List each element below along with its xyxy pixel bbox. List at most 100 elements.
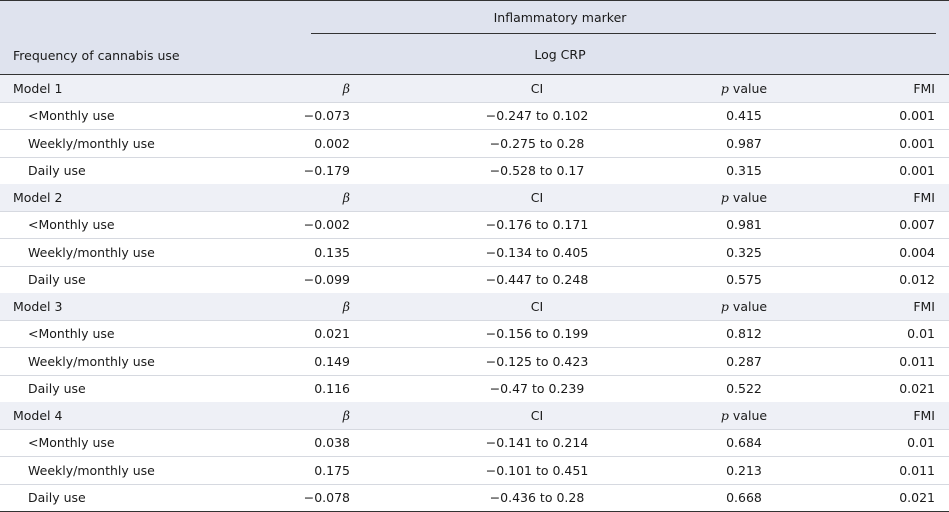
beta-value: 0.038 <box>314 435 350 451</box>
p-value-column-header: p value <box>721 299 767 314</box>
p-symbol: p <box>720 81 729 96</box>
model-label: Model 1 <box>13 81 63 96</box>
fmi-value: 0.001 <box>899 108 935 124</box>
beta-value: 0.175 <box>314 462 350 478</box>
frequency-label: <Monthly use <box>28 217 115 233</box>
value-word: value <box>732 81 768 96</box>
table-row: Daily use 0.116 −0.47 to 0.239 0.522 0.021 <box>0 375 949 403</box>
ci-value: −0.447 to 0.248 <box>485 271 589 287</box>
ci-value: −0.156 to 0.199 <box>485 326 589 342</box>
beta-value: 0.021 <box>314 326 350 342</box>
fmi-column-header: FMI <box>913 299 935 314</box>
beta-value: −0.099 <box>303 271 350 287</box>
p-value: 0.987 <box>726 135 762 151</box>
table-row: Weekly/monthly use 0.175 −0.101 to 0.451 0.… <box>0 457 949 485</box>
p-value-column-header: p value <box>721 408 767 423</box>
table-row: <Monthly use −0.002 −0.176 to 0.171 0.981 0.… <box>0 211 949 240</box>
table-row: Daily use −0.099 −0.447 to 0.248 0.575 0.012 <box>0 266 949 294</box>
p-value: 0.315 <box>726 162 762 178</box>
ci-value: −0.176 to 0.171 <box>485 217 589 233</box>
beta-column-header: β <box>342 190 350 205</box>
model-row: Model 2 β CI p value FMI <box>0 184 949 212</box>
ci-column-header: CI <box>530 299 544 314</box>
value-word: value <box>732 190 768 205</box>
table-row: Weekly/monthly use 0.149 −0.125 to 0.423 0.… <box>0 348 949 376</box>
table-row: Weekly/monthly use 0.002 −0.275 to 0.28 0.9… <box>0 130 949 158</box>
fmi-value: 0.011 <box>899 462 935 478</box>
fmi-value: 0.021 <box>899 380 935 396</box>
beta-column-header: β <box>342 299 350 314</box>
p-value: 0.287 <box>726 353 762 369</box>
p-value: 0.981 <box>726 217 762 233</box>
frequency-label: <Monthly use <box>28 435 115 451</box>
value-word: value <box>732 408 768 423</box>
frequency-label: Weekly/monthly use <box>28 135 155 151</box>
fmi-value: 0.01 <box>907 326 935 342</box>
p-value: 0.668 <box>726 489 762 505</box>
table-row: <Monthly use 0.038 −0.141 to 0.214 0.684 0.0… <box>0 429 949 458</box>
fmi-value: 0.001 <box>899 162 935 178</box>
header-rule <box>0 74 949 75</box>
ci-value: −0.47 to 0.239 <box>489 380 585 396</box>
ci-value: −0.134 to 0.405 <box>485 244 589 260</box>
value-word: value <box>732 299 768 314</box>
p-symbol: p <box>720 190 729 205</box>
fmi-value: 0.007 <box>899 217 935 233</box>
p-value: 0.522 <box>726 380 762 396</box>
p-value: 0.575 <box>726 271 762 287</box>
model-label: Model 2 <box>13 190 63 205</box>
row-header: Frequency of cannabis use <box>13 48 180 63</box>
frequency-label: Daily use <box>28 271 86 287</box>
ci-value: −0.247 to 0.102 <box>485 108 589 124</box>
ci-column-header: CI <box>530 408 544 423</box>
beta-column-header: β <box>342 408 350 423</box>
group-header: Inflammatory marker <box>493 10 627 25</box>
fmi-value: 0.011 <box>899 353 935 369</box>
table-row: Daily use −0.179 −0.528 to 0.17 0.315 0.001 <box>0 157 949 185</box>
fmi-column-header: FMI <box>913 408 935 423</box>
model-row: Model 1 β CI p value FMI <box>0 75 949 103</box>
ci-value: −0.141 to 0.214 <box>485 435 589 451</box>
beta-column-header: β <box>342 81 350 96</box>
p-value: 0.325 <box>726 244 762 260</box>
ci-value: −0.125 to 0.423 <box>485 353 589 369</box>
model-label: Model 3 <box>13 299 63 314</box>
table-row: Weekly/monthly use 0.135 −0.134 to 0.405 0.… <box>0 239 949 267</box>
model-row: Model 3 β CI p value FMI <box>0 293 949 321</box>
p-value: 0.812 <box>726 326 762 342</box>
p-symbol: p <box>720 408 729 423</box>
fmi-value: 0.004 <box>899 244 935 260</box>
model-row: Model 4 β CI p value FMI <box>0 402 949 430</box>
fmi-value: 0.012 <box>899 271 935 287</box>
frequency-label: Weekly/monthly use <box>28 244 155 260</box>
beta-value: 0.116 <box>314 380 350 396</box>
p-value: 0.213 <box>726 462 762 478</box>
frequency-label: Daily use <box>28 380 86 396</box>
p-value: 0.684 <box>726 435 762 451</box>
frequency-label: <Monthly use <box>28 326 115 342</box>
beta-value: −0.078 <box>303 489 350 505</box>
fmi-value: 0.001 <box>899 135 935 151</box>
ci-value: −0.101 to 0.451 <box>485 462 589 478</box>
group-header-rule <box>311 33 936 34</box>
beta-value: −0.179 <box>303 162 350 178</box>
ci-column-header: CI <box>530 190 544 205</box>
table-header: Inflammatory marker Log CRP Frequency of… <box>0 0 949 75</box>
marker-header: Log CRP <box>534 47 586 62</box>
ci-value: −0.528 to 0.17 <box>489 162 585 178</box>
p-value-column-header: p value <box>721 81 767 96</box>
ci-value: −0.436 to 0.28 <box>489 489 585 505</box>
model-label: Model 4 <box>13 408 63 423</box>
fmi-column-header: FMI <box>913 81 935 96</box>
fmi-value: 0.01 <box>907 435 935 451</box>
frequency-label: Weekly/monthly use <box>28 353 155 369</box>
p-value-column-header: p value <box>721 190 767 205</box>
beta-value: −0.002 <box>303 217 350 233</box>
beta-value: 0.135 <box>314 244 350 260</box>
table-row: <Monthly use −0.073 −0.247 to 0.102 0.415 0.… <box>0 102 949 131</box>
beta-value: −0.073 <box>303 108 350 124</box>
p-value: 0.415 <box>726 108 762 124</box>
p-symbol: p <box>720 299 729 314</box>
table-row: Daily use −0.078 −0.436 to 0.28 0.668 0.021 <box>0 484 949 512</box>
frequency-label: <Monthly use <box>28 108 115 124</box>
